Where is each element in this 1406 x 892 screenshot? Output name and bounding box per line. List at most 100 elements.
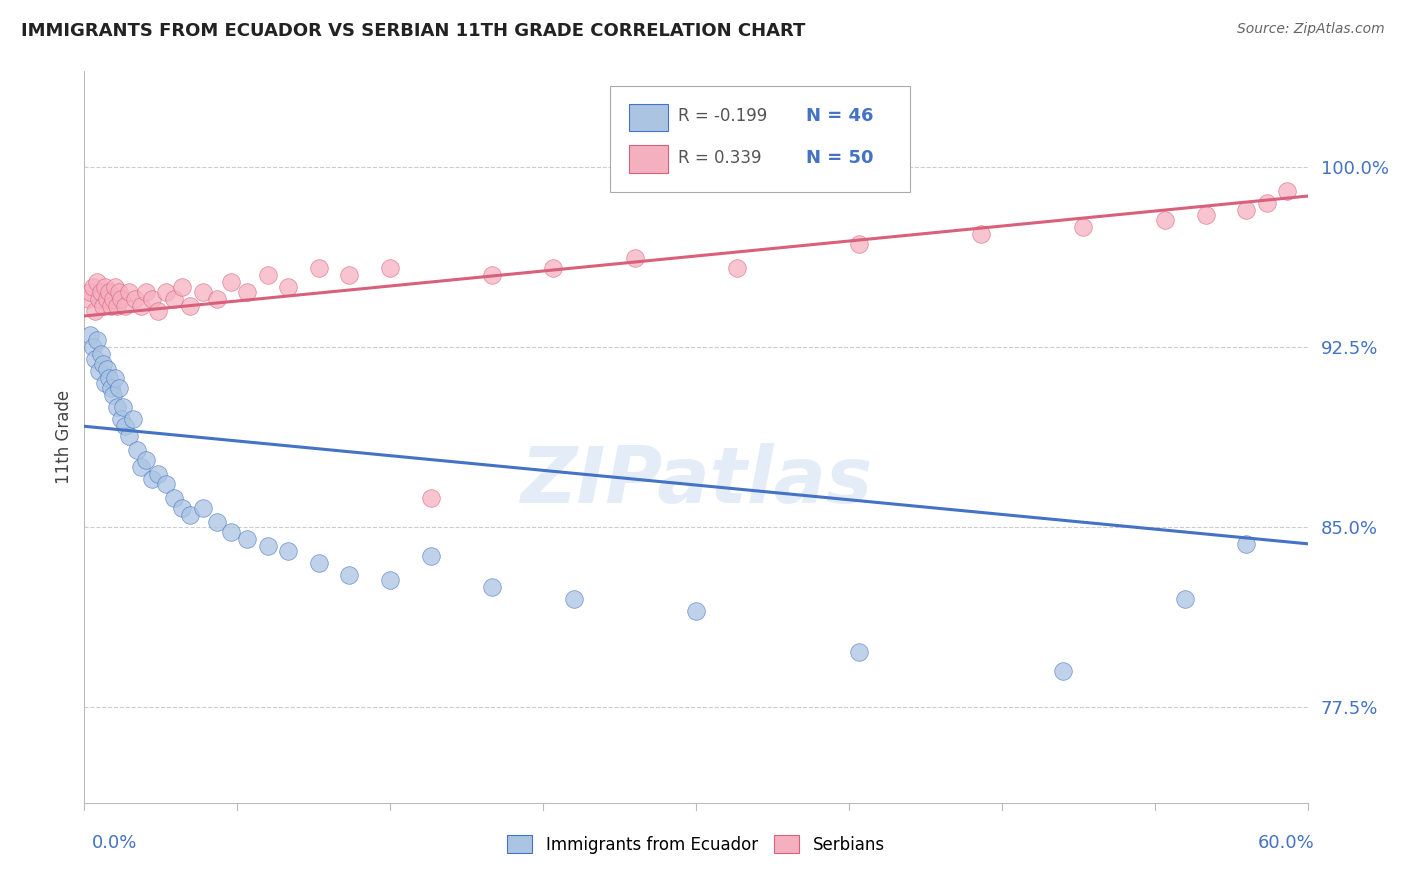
Point [91, 299, 114, 313]
Point [191, 285, 214, 299]
Point [131, 299, 153, 313]
Point [1195, 208, 1218, 222]
Point [93, 376, 115, 391]
Point [100, 381, 122, 395]
Point [105, 400, 128, 414]
Point [624, 252, 647, 266]
Point [1052, 664, 1074, 678]
Point [277, 280, 299, 294]
Point [90, 285, 112, 299]
Point [308, 556, 330, 570]
Point [91, 357, 114, 371]
Point [1277, 184, 1299, 198]
Point [481, 580, 503, 594]
Point [277, 544, 299, 558]
Point [257, 268, 280, 283]
Point [1154, 213, 1177, 227]
Point [420, 549, 443, 563]
Point [118, 429, 141, 443]
Text: IMMIGRANTS FROM ECUADOR VS SERBIAN 11TH GRADE CORRELATION CHART: IMMIGRANTS FROM ECUADOR VS SERBIAN 11TH … [21, 22, 806, 40]
Point [93, 280, 115, 294]
Y-axis label: 11th Grade: 11th Grade [55, 390, 73, 484]
Point [77, 292, 100, 306]
Point [562, 591, 585, 606]
Point [172, 500, 194, 515]
Point [219, 524, 242, 539]
Point [131, 460, 153, 475]
Point [257, 539, 280, 553]
Point [135, 285, 157, 299]
Point [1236, 203, 1258, 218]
Point [236, 532, 259, 546]
Point [108, 285, 131, 299]
Point [308, 260, 330, 275]
Point [83, 304, 105, 318]
Point [82, 280, 104, 294]
Point [104, 280, 127, 294]
Point [112, 400, 135, 414]
Point [101, 388, 124, 402]
Point [481, 268, 503, 283]
Text: R = 0.339: R = 0.339 [678, 149, 761, 167]
Point [172, 280, 194, 294]
Point [205, 292, 228, 306]
Point [163, 491, 186, 506]
Point [100, 299, 122, 313]
Point [86, 333, 108, 347]
Point [114, 419, 136, 434]
Point [380, 573, 402, 587]
Point [87, 292, 110, 306]
Point [122, 412, 145, 426]
Point [141, 292, 163, 306]
Point [725, 260, 748, 275]
Point [970, 227, 993, 242]
Point [124, 292, 146, 306]
Point [155, 476, 177, 491]
Legend: Immigrants from Ecuador, Serbians: Immigrants from Ecuador, Serbians [501, 829, 891, 860]
Point [339, 268, 361, 283]
Text: ZIPatlas: ZIPatlas [520, 443, 872, 519]
Point [101, 292, 124, 306]
Point [135, 453, 157, 467]
Point [90, 347, 112, 361]
Point [339, 568, 361, 582]
Text: N = 50: N = 50 [806, 149, 873, 167]
Point [110, 292, 132, 306]
Point [543, 260, 565, 275]
FancyBboxPatch shape [628, 145, 668, 173]
Point [146, 304, 169, 318]
Point [83, 352, 105, 367]
Text: 60.0%: 60.0% [1258, 834, 1315, 852]
Point [105, 299, 128, 313]
Point [179, 299, 201, 313]
Point [191, 500, 214, 515]
Point [97, 285, 120, 299]
Point [97, 371, 120, 385]
Point [79, 328, 101, 343]
Point [848, 237, 870, 252]
Point [114, 299, 136, 313]
Point [1256, 196, 1278, 211]
Point [146, 467, 169, 482]
Point [96, 361, 118, 376]
Point [380, 260, 402, 275]
Point [179, 508, 201, 522]
Point [685, 604, 707, 618]
Text: N = 46: N = 46 [806, 107, 873, 125]
Point [118, 285, 141, 299]
FancyBboxPatch shape [628, 103, 668, 131]
Point [86, 276, 108, 290]
Point [1174, 591, 1197, 606]
Point [79, 285, 101, 299]
Point [104, 371, 127, 385]
Point [108, 381, 131, 395]
Text: R = -0.199: R = -0.199 [678, 107, 766, 125]
Point [236, 285, 259, 299]
Text: 0.0%: 0.0% [91, 834, 136, 852]
Point [1073, 220, 1095, 235]
Point [96, 292, 118, 306]
Point [420, 491, 443, 506]
Point [110, 412, 132, 426]
Text: Source: ZipAtlas.com: Source: ZipAtlas.com [1237, 22, 1385, 37]
Point [848, 645, 870, 659]
